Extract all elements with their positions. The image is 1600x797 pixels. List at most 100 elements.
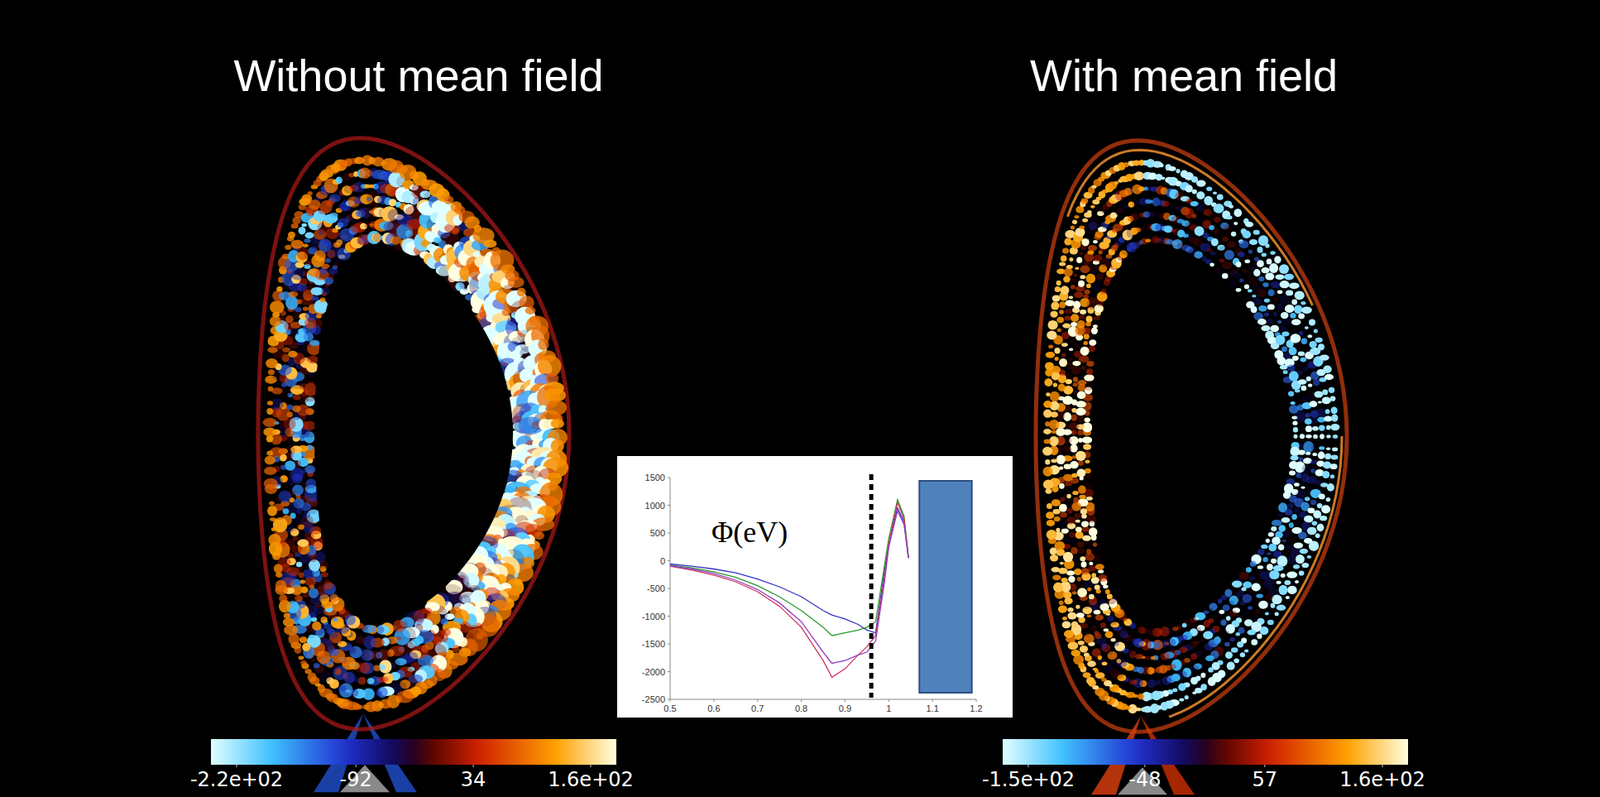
- turbulence-blob: [284, 244, 292, 250]
- turbulence-blob: [1255, 594, 1264, 599]
- turbulence-blob: [268, 386, 274, 392]
- turbulence-blob: [1324, 453, 1332, 460]
- turbulence-blob: [267, 346, 278, 354]
- turbulence-blob: [1140, 707, 1148, 713]
- turbulence-blob: [1069, 531, 1076, 538]
- turbulence-blob: [1071, 414, 1078, 422]
- turbulence-blob: [311, 295, 320, 301]
- turbulence-blob: [1312, 434, 1318, 439]
- turbulence-blob: [1075, 343, 1082, 349]
- turbulence-blob: [1077, 485, 1087, 494]
- turbulence-blob: [1051, 429, 1057, 434]
- turbulence-blob: [388, 198, 398, 206]
- turbulence-blob: [1077, 379, 1087, 386]
- turbulence-blob: [1235, 589, 1245, 597]
- turbulence-blob: [1109, 684, 1120, 693]
- turbulence-blob: [1257, 576, 1265, 584]
- turbulence-blob: [302, 244, 309, 248]
- turbulence-blob: [303, 565, 311, 571]
- turbulence-blob: [1046, 529, 1058, 540]
- turbulence-blob: [1073, 350, 1082, 358]
- turbulence-blob: [1048, 344, 1054, 349]
- turbulence-blob: [362, 704, 370, 709]
- turbulence-blob: [1244, 648, 1249, 652]
- turbulence-blob: [1307, 526, 1318, 536]
- turbulence-blob: [1331, 455, 1339, 460]
- turbulence-blob: [1063, 275, 1071, 283]
- turbulence-blob: [1150, 656, 1156, 660]
- turbulence-blob: [1092, 667, 1098, 671]
- turbulence-blob: [1190, 676, 1198, 685]
- turbulence-blob: [1053, 582, 1064, 593]
- turbulence-blob: [1202, 631, 1213, 640]
- turbulence-blob: [1264, 611, 1270, 615]
- turbulence-blob: [378, 659, 392, 673]
- turbulence-blob: [1069, 538, 1076, 543]
- turbulence-blob: [1076, 256, 1083, 264]
- turbulence-blob: [1082, 535, 1092, 542]
- turbulence-blob: [1077, 414, 1085, 423]
- turbulence-blob: [1326, 434, 1331, 438]
- turbulence-blob: [1060, 521, 1069, 530]
- turbulence-blob: [1070, 546, 1078, 555]
- turbulence-blob: [1277, 555, 1289, 566]
- turbulence-blob: [1103, 627, 1109, 632]
- turbulence-blob: [311, 621, 321, 631]
- turbulence-blob: [1077, 587, 1088, 598]
- turbulence-blob: [1278, 524, 1286, 532]
- turbulence-blob: [282, 617, 295, 627]
- turbulence-blob: [1277, 512, 1284, 518]
- turbulence-blob: [1077, 583, 1083, 586]
- turbulence-blob: [1050, 458, 1058, 463]
- turbulence-blob: [301, 223, 307, 227]
- turbulence-blob: [1067, 507, 1074, 514]
- turbulence-blob: [1046, 330, 1057, 341]
- turbulence-blob: [1326, 497, 1332, 502]
- turbulence-blob: [1066, 264, 1074, 269]
- turbulence-blob: [1062, 616, 1068, 621]
- turbulence-blob: [1329, 463, 1337, 470]
- turbulence-blob: [1285, 595, 1290, 599]
- turbulence-blob: [1310, 468, 1316, 473]
- turbulence-blob: [1053, 347, 1060, 354]
- turbulence-blob: [1049, 547, 1058, 556]
- turbulence-blob: [1095, 671, 1106, 679]
- turbulence-blob: [1055, 427, 1066, 436]
- turbulence-blob: [1082, 218, 1088, 223]
- turbulence-blob: [1271, 519, 1282, 527]
- turbulence-blob: [1250, 614, 1257, 619]
- turbulence-blob: [278, 316, 286, 325]
- turbulence-blob: [292, 394, 301, 400]
- turbulence-blob: [1086, 282, 1092, 288]
- turbulence-blob: [1172, 688, 1178, 693]
- turbulence-blob: [1063, 597, 1073, 604]
- turbulence-blob: [1092, 647, 1102, 657]
- turbulence-blob: [1092, 292, 1098, 297]
- divertor-dome: [1117, 766, 1168, 795]
- turbulence-blob: [1217, 598, 1223, 604]
- turbulence-blob: [1054, 286, 1061, 293]
- turbulence-blob: [1050, 311, 1059, 318]
- turbulence-blob: [1078, 494, 1086, 499]
- turbulence-blob: [309, 340, 320, 346]
- turbulence-blob: [1270, 603, 1276, 609]
- turbulence-blob: [1107, 615, 1115, 622]
- turbulence-blob: [284, 460, 296, 471]
- turbulence-blob: [1094, 630, 1100, 635]
- turbulence-blob: [1082, 579, 1093, 588]
- turbulence-blob: [1286, 571, 1298, 579]
- turbulence-blob: [263, 417, 278, 427]
- turbulence-blob: [1059, 512, 1068, 518]
- turbulence-blob: [1326, 483, 1335, 492]
- turbulence-blob: [1082, 435, 1093, 443]
- turbulence-blob: [1086, 676, 1095, 685]
- core: [314, 246, 513, 620]
- turbulence-blob: [1071, 621, 1079, 628]
- turbulence-blob: [1088, 565, 1097, 571]
- turbulence-blob: [1072, 590, 1078, 595]
- turbulence-blob: [1088, 344, 1096, 353]
- turbulence-blob: [1262, 556, 1268, 562]
- turbulence-blob: [1254, 608, 1260, 615]
- turbulence-blob: [263, 466, 277, 475]
- turbulence-blob: [1091, 572, 1097, 578]
